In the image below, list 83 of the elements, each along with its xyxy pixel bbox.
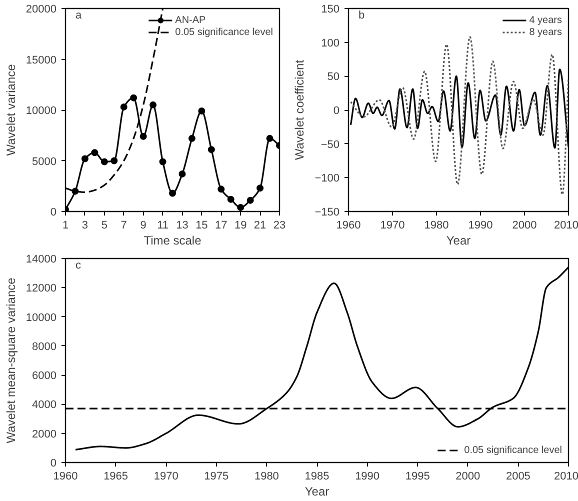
y-tick-label: −50 <box>320 138 340 151</box>
y-axis-title: Wavelet mean-square variance <box>4 277 18 444</box>
x-tick-label: 15 <box>196 220 208 232</box>
y-tick-label: 5000 <box>32 156 57 168</box>
y-tick-label: 6000 <box>32 370 57 382</box>
x-tick-label: 5 <box>101 220 108 232</box>
point <box>140 132 147 140</box>
x-tick-label: 1980 <box>424 220 449 232</box>
x-tick-label: 1990 <box>355 470 380 482</box>
point <box>208 146 215 154</box>
x-tick-label: 1970 <box>154 470 178 482</box>
y-tick-label: 100 <box>321 37 340 50</box>
y-tick-label: 150 <box>321 4 340 16</box>
y-tick-label: −100 <box>314 172 340 185</box>
x-tick-label: 9 <box>140 220 146 232</box>
point <box>100 158 108 166</box>
x-tick-label: 2000 <box>456 470 480 482</box>
x-tick-label: 19 <box>234 220 247 232</box>
y-tick-label: 0 <box>333 105 340 117</box>
x-tick-label: 11 <box>157 220 168 232</box>
x-tick-label: 1 <box>62 220 69 232</box>
point <box>266 134 274 142</box>
y-tick-label: −150 <box>314 206 340 218</box>
x-tick-label: 1990 <box>468 220 493 232</box>
point <box>159 158 166 166</box>
y-tick-label: 14000 <box>26 254 57 266</box>
legend-label: AN-AP <box>175 14 206 26</box>
y-tick-label: 12000 <box>26 282 57 295</box>
annotation: a <box>76 10 82 22</box>
point <box>237 204 244 211</box>
x-tick-label: 1965 <box>104 470 128 482</box>
point <box>91 149 98 156</box>
x-axis-title: Time scale <box>144 234 202 248</box>
legend-label: 4 years <box>529 14 562 26</box>
point <box>188 134 196 142</box>
legend-label: 0.05 significance level <box>175 26 273 38</box>
y-tick-label: 4000 <box>32 399 57 412</box>
x-tick-label: 13 <box>176 220 188 232</box>
point <box>256 184 264 192</box>
point <box>178 170 186 178</box>
x-axis-title: Year <box>446 234 471 248</box>
point <box>150 101 157 108</box>
y-tick-label: 15000 <box>26 54 57 66</box>
point <box>169 190 176 197</box>
x-tick-label: 1980 <box>254 470 279 482</box>
point <box>218 186 225 193</box>
y-tick-label: 0 <box>50 206 57 218</box>
annotation: b <box>358 10 365 22</box>
x-tick-label: 1975 <box>204 470 229 482</box>
x-tick-label: 1960 <box>336 220 361 232</box>
y-tick-label: 8000 <box>32 340 57 353</box>
x-tick-label: 1985 <box>304 470 330 482</box>
x-tick-label: 2010 <box>554 470 578 482</box>
point <box>120 103 128 110</box>
point <box>81 155 88 162</box>
x-axis-title: Year <box>304 484 330 498</box>
x-tick-label: 1970 <box>380 220 405 232</box>
y-tick-label: 0 <box>50 458 57 470</box>
x-tick-label: 1960 <box>53 470 78 482</box>
legend-label: 0.05 significance level <box>464 444 562 456</box>
point <box>227 196 234 203</box>
y-tick-label: 10000 <box>26 312 57 324</box>
x-tick-label: 1995 <box>405 470 430 482</box>
y-axis-title: Wavelet coefficient <box>292 59 307 160</box>
x-tick-label: 2005 <box>506 470 530 482</box>
legend-label: 8 years <box>529 26 562 38</box>
y-tick-label: 20000 <box>26 4 57 16</box>
x-tick-label: 2010 <box>554 220 578 232</box>
x-tick-label: 3 <box>82 220 88 232</box>
x-tick-label: 23 <box>273 220 286 232</box>
x-tick-label: 2000 <box>512 220 537 232</box>
point <box>198 108 206 115</box>
y-axis-title: Wavelet variance <box>4 64 18 156</box>
y-tick-label: 50 <box>327 71 340 84</box>
y-tick-label: 2000 <box>32 428 57 440</box>
point <box>130 94 138 102</box>
y-tick-label: 10000 <box>26 105 57 117</box>
x-tick-label: 7 <box>120 220 127 232</box>
point <box>110 157 118 164</box>
point <box>246 196 254 204</box>
x-tick-label: 17 <box>215 220 228 232</box>
x-tick-label: 21 <box>254 220 266 232</box>
annotation: c <box>76 260 82 272</box>
